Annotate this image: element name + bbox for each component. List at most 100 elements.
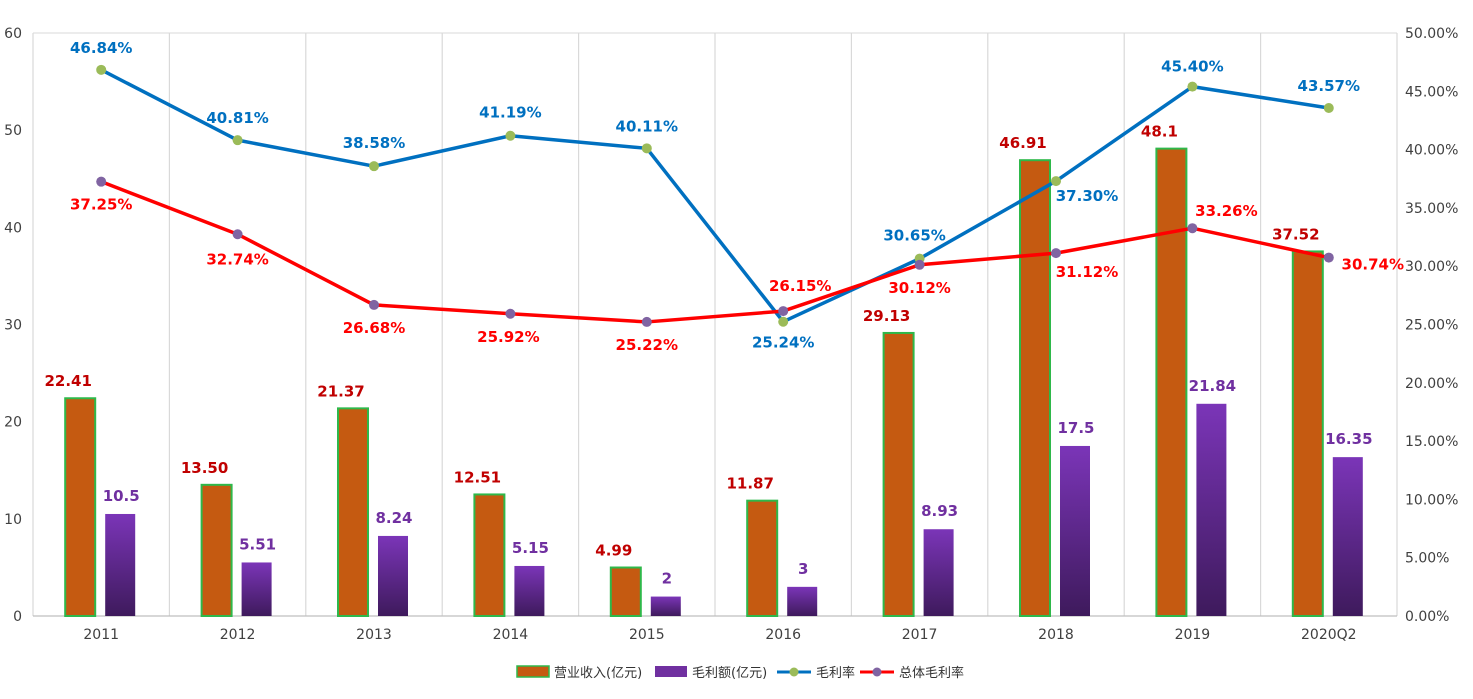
overall-gross-margin-marker	[232, 229, 243, 240]
legend-label-revenue: 营业收入(亿元)	[554, 666, 642, 681]
overall-gross-margin-data-label: 31.12%	[1056, 263, 1118, 281]
overall-gross-margin-marker	[778, 306, 789, 317]
gross-profit-data-label: 5.51	[239, 535, 276, 553]
overall-gross-margin-marker	[641, 316, 652, 327]
revenue-data-label: 46.91	[999, 134, 1046, 152]
legend-label-overall-gross-margin: 总体毛利率	[899, 665, 964, 681]
gross-margin-marker	[96, 64, 107, 75]
x-tick-label: 2016	[765, 627, 801, 643]
overall-gross-margin-marker	[1323, 252, 1334, 263]
legend-swatch-gross-profit	[655, 666, 687, 677]
revenue-bar	[609, 566, 642, 618]
gross-profit-bar	[923, 529, 954, 616]
gross-margin-data-label: 40.11%	[616, 117, 678, 135]
gross-profit-bar	[787, 586, 818, 616]
overall-gross-margin-line	[100, 180, 1330, 324]
y-right-tick-label: 50.00%	[1405, 26, 1458, 42]
overall-gross-margin-data-label: 37.25%	[70, 196, 132, 214]
overall-gross-margin-marker	[505, 308, 516, 319]
gross-margin-data-label: 43.57%	[1298, 77, 1360, 95]
gross-profit-data-label: 21.84	[1189, 377, 1236, 395]
x-tick-label: 2011	[83, 627, 119, 643]
gross-profit-bar	[514, 565, 545, 616]
gross-margin-data-label: 38.58%	[343, 134, 405, 152]
gross-profit-bar	[241, 562, 272, 616]
bars	[64, 147, 1363, 618]
revenue-bar	[882, 331, 915, 617]
revenue-data-label: 21.37	[317, 382, 364, 400]
gross-profit-data-label: 17.5	[1057, 419, 1094, 437]
gross-profit-data-label: 16.35	[1325, 430, 1372, 448]
gross-profit-bar	[105, 513, 136, 616]
y-left-tick-label: 30	[4, 318, 22, 334]
legend: 营业收入(亿元) 毛利额(亿元) 毛利率 总体毛利率	[516, 665, 964, 681]
overall-gross-margin-data-label: 32.74%	[206, 250, 268, 268]
gross-profit-data-label: 5.15	[512, 539, 549, 557]
x-tick-label: 2013	[356, 627, 392, 643]
overall-gross-margin-marker	[914, 259, 925, 270]
y-right-tick-label: 40.00%	[1405, 143, 1458, 159]
y-right-tick-label: 30.00%	[1405, 259, 1458, 275]
lines	[96, 64, 1334, 327]
gross-margin-data-label: 46.84%	[70, 39, 132, 57]
legend-marker-gross-margin	[789, 667, 799, 677]
gross-profit-data-label: 3	[798, 560, 808, 578]
x-tick-label: 2017	[902, 627, 938, 643]
gross-profit-data-label: 2	[662, 570, 672, 588]
revenue-bar	[337, 407, 369, 617]
revenue-bar	[1291, 250, 1324, 617]
revenue-data-label: 37.52	[1272, 225, 1319, 243]
gross-profit-bar	[378, 535, 408, 616]
gross-margin-marker	[641, 143, 652, 154]
revenue-bar	[746, 499, 779, 618]
legend-label-gross-profit: 毛利额(亿元)	[692, 666, 767, 681]
gross-margin-marker	[1187, 81, 1198, 92]
y-left-tick-label: 40	[4, 220, 22, 236]
gross-margin-marker	[778, 316, 789, 327]
x-tick-label: 2018	[1038, 627, 1074, 643]
overall-gross-margin-marker	[1187, 223, 1198, 234]
gross-profit-bar	[650, 596, 681, 616]
revenue-data-label: 22.41	[44, 372, 91, 390]
revenue-bar	[1155, 147, 1188, 617]
revenue-data-label: 29.13	[863, 307, 910, 325]
y-left-tick-label: 0	[13, 609, 22, 625]
y-right-tick-label: 15.00%	[1405, 434, 1458, 450]
x-tick-label: 2012	[220, 627, 256, 643]
x-tick-label: 2020Q2	[1301, 627, 1357, 643]
overall-gross-margin-marker	[96, 176, 107, 187]
gross-margin-data-label: 41.19%	[479, 104, 541, 122]
revenue-bar	[473, 493, 506, 617]
gross-margin-marker	[1323, 102, 1334, 113]
y-left-tick-label: 10	[4, 512, 22, 528]
revenue-bar	[64, 397, 97, 618]
y-left-tick-label: 20	[4, 415, 22, 431]
grid-lines	[32, 32, 1398, 616]
gross-profit-data-label: 8.24	[375, 509, 412, 527]
revenue-bar	[200, 483, 233, 618]
x-tick-label: 2014	[493, 627, 529, 643]
y-right-tick-label: 20.00%	[1405, 376, 1458, 392]
revenue-data-label: 12.51	[454, 468, 501, 486]
revenue-data-label: 11.87	[726, 475, 773, 493]
gross-margin-marker	[232, 135, 243, 146]
data-labels: 22.41 13.50 21.37 12.51 4.99 11.87 29.13 46.91 4…	[44, 39, 1404, 588]
gross-margin-data-label: 37.30%	[1056, 187, 1118, 205]
gross-profit-bar	[1196, 403, 1227, 616]
overall-gross-margin-marker	[1051, 248, 1061, 259]
y-left-tick-label: 60	[4, 26, 22, 42]
y-right-tick-label: 10.00%	[1405, 492, 1458, 508]
gross-margin-line	[100, 68, 1330, 324]
x-tick-label: 2015	[629, 627, 665, 643]
y-left-tick-label: 50	[4, 123, 22, 139]
y-right-tick-label: 5.00%	[1405, 551, 1449, 567]
overall-gross-margin-data-label: 25.22%	[616, 336, 678, 354]
legend-marker-overall-gross-margin	[872, 667, 882, 677]
gross-profit-bar	[1332, 457, 1363, 616]
gross-margin-marker	[369, 161, 379, 172]
revenue-data-label: 4.99	[595, 542, 632, 560]
gross-profit-data-label: 10.5	[103, 487, 140, 505]
x-tick-label: 2019	[1175, 627, 1211, 643]
